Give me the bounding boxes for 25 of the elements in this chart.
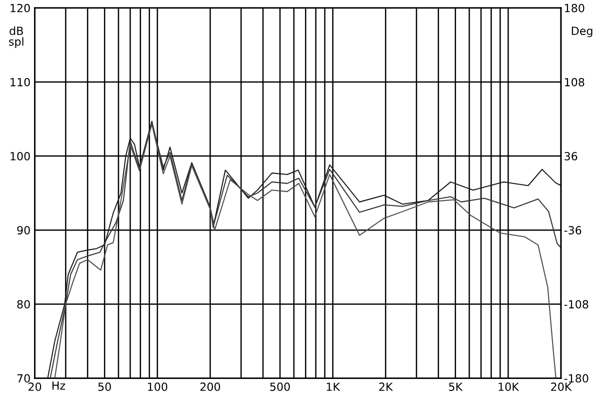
y2-tick-label: -180 (564, 374, 588, 383)
y-axis-title: dB spl (9, 26, 24, 48)
y2-tick-label: 180 (565, 4, 584, 12)
y-tick-label: 120 (10, 4, 30, 12)
x-tick-label: 20K (551, 382, 572, 391)
y2-axis-title: Deg (572, 26, 592, 38)
x-tick-label: 2K (379, 382, 394, 391)
y2-tick-label: -36 (564, 226, 582, 234)
y2-tick-label: 36 (564, 152, 578, 160)
x-tick-label: 10K (498, 382, 520, 391)
x-tick-label: 1K (326, 382, 340, 391)
y-tick-label: 70 (17, 374, 30, 383)
x-tick-label: 5K (449, 382, 463, 391)
y2-tick-label: 108 (565, 78, 584, 86)
x-axis-title: Hz (52, 381, 66, 390)
y2-tick-label: -108 (564, 300, 588, 309)
y-tick-label: 110 (10, 78, 30, 86)
y-tick-label: 90 (17, 226, 30, 234)
x-tick-label: 50 (98, 382, 111, 391)
y-tick-label: 80 (17, 300, 30, 309)
x-tick-label: 200 (200, 382, 220, 391)
x-tick-label: 100 (148, 382, 168, 391)
x-tick-label: 20 (28, 382, 42, 391)
y-tick-label: 100 (10, 152, 30, 160)
x-tick-label: 500 (270, 382, 290, 391)
